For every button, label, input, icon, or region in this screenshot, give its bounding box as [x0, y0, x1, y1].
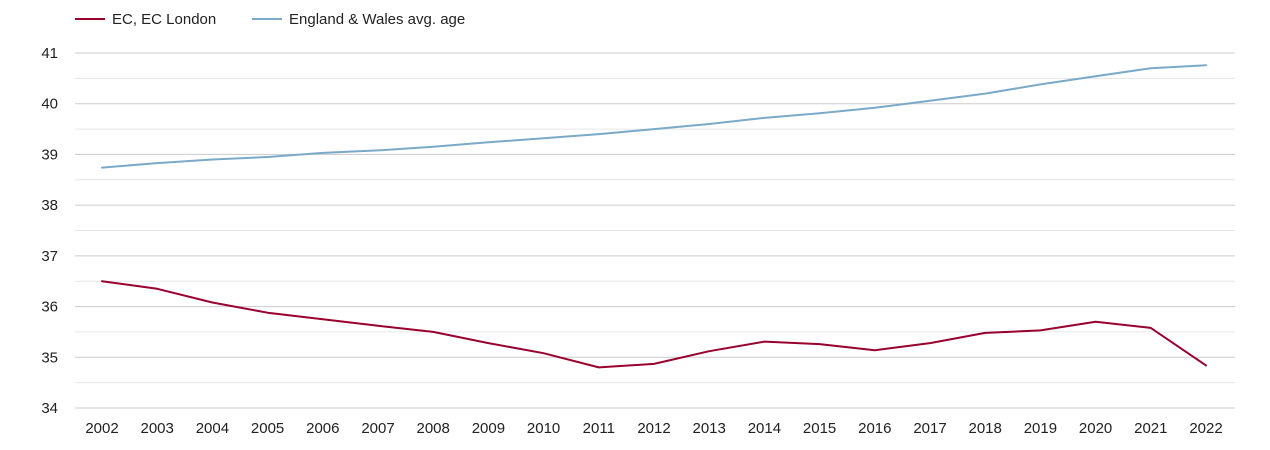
y-tick-label: 36 [41, 299, 58, 316]
grid [75, 52, 1235, 409]
y-tick-label: 40 [41, 96, 58, 113]
y-axis: 34 35 36 37 38 39 40 41 [41, 45, 58, 417]
x-tick-label: 2010 [527, 420, 560, 437]
series-group [101, 64, 1207, 369]
x-tick-label: 2005 [251, 420, 284, 437]
legend: EC, EC London England & Wales avg. age [75, 11, 465, 28]
x-tick-label: 2003 [141, 420, 174, 437]
x-tick-label: 2009 [472, 420, 505, 437]
x-axis: 2002 2003 2004 2005 2006 2007 2008 2009 2010 2011… [85, 420, 1222, 437]
y-tick-label: 35 [41, 349, 58, 366]
x-tick-label: 2022 [1189, 420, 1222, 437]
y-tick-label: 41 [41, 45, 58, 62]
series-line-2 [101, 64, 1207, 169]
x-tick-label: 2013 [693, 420, 726, 437]
y-tick-label: 37 [41, 248, 58, 265]
y-tick-label: 38 [41, 197, 58, 214]
x-tick-label: 2008 [417, 420, 450, 437]
x-tick-label: 2017 [913, 420, 946, 437]
x-tick-label: 2019 [1024, 420, 1057, 437]
x-tick-label: 2007 [361, 420, 394, 437]
x-tick-label: 2004 [196, 420, 229, 437]
x-tick-label: 2002 [85, 420, 118, 437]
y-tick-label: 34 [41, 400, 58, 417]
x-tick-label: 2014 [748, 420, 781, 437]
legend-label: England & Wales avg. age [289, 11, 465, 28]
legend-label: EC, EC London [112, 11, 216, 28]
x-tick-label: 2012 [637, 420, 670, 437]
x-tick-label: 2016 [858, 420, 891, 437]
x-tick-label: 2021 [1134, 420, 1167, 437]
x-tick-label: 2011 [583, 420, 615, 437]
series-line-1 [101, 280, 1207, 369]
x-tick-label: 2015 [803, 420, 836, 437]
x-tick-label: 2006 [306, 420, 339, 437]
x-tick-label: 2018 [969, 420, 1002, 437]
legend-item-1[interactable]: EC, EC London [75, 11, 216, 28]
legend-item-2[interactable]: England & Wales avg. age [252, 11, 465, 28]
x-tick-label: 2020 [1079, 420, 1112, 437]
y-tick-label: 39 [41, 146, 58, 163]
